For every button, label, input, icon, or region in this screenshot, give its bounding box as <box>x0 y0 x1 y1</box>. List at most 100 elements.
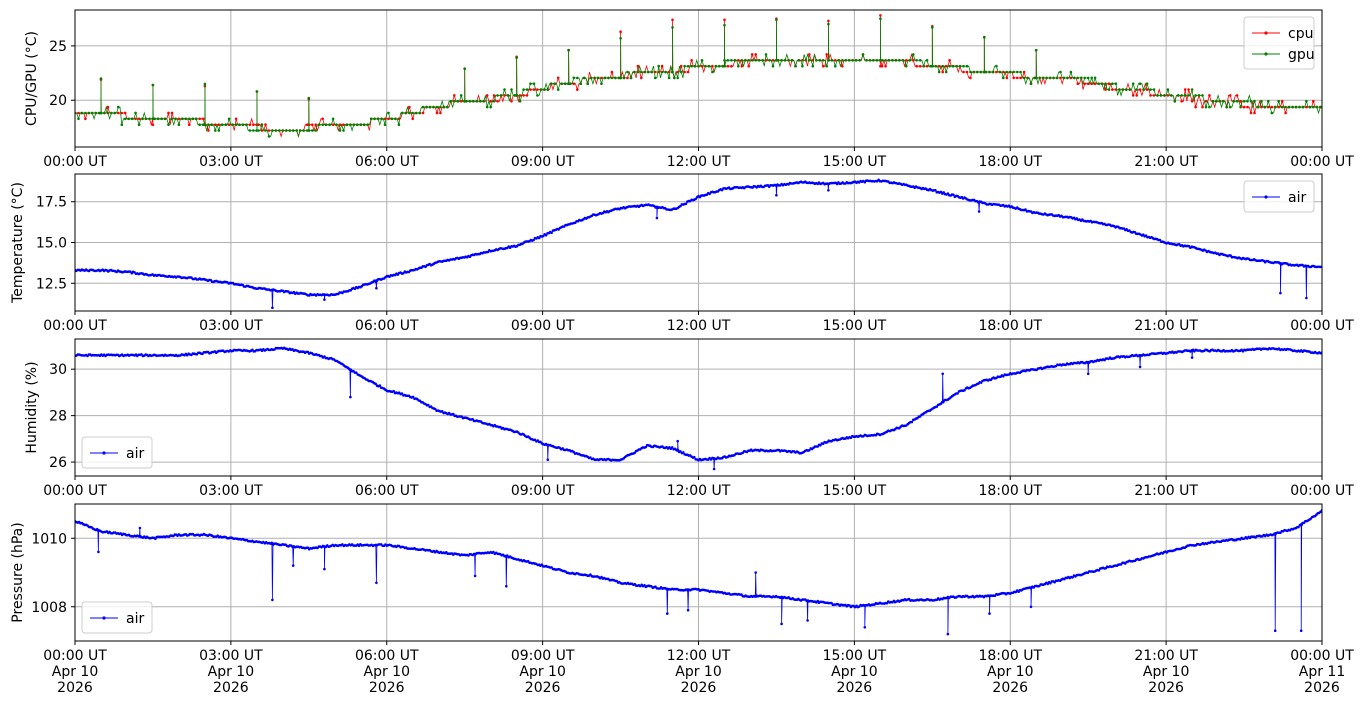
data-point-gpu <box>217 129 221 132</box>
legend-label-cpu: cpu <box>1288 26 1313 42</box>
data-point-gpu <box>818 59 821 62</box>
legend-marker-air <box>1264 195 1268 199</box>
x-tick-label: 12:00 UT <box>667 154 731 170</box>
data-point-air <box>1299 629 1303 632</box>
data-point-air <box>440 410 444 413</box>
data-point-gpu <box>1225 105 1228 109</box>
data-point-gpu <box>238 123 241 126</box>
data-point-air <box>780 622 783 626</box>
legend-marker-air <box>102 451 106 455</box>
data-point-gpu <box>560 82 563 85</box>
x-tick-label: 00:00 UT Apr 11 2026 <box>1290 648 1354 696</box>
panel-cpu-gpu: 00:00 UT 03:00 UT 06:00 UT 09:00 UT 12:00 UT… <box>24 9 1354 170</box>
data-point-cpu <box>944 64 948 68</box>
data-point-gpu <box>872 59 875 62</box>
data-point-gpu <box>1100 82 1104 85</box>
data-point-gpu <box>408 111 411 115</box>
data-point-cpu <box>737 59 740 62</box>
data-point-gpu <box>231 123 234 126</box>
data-point-gpu <box>87 111 91 115</box>
data-point-gpu <box>854 59 858 62</box>
data-point-cpu <box>1183 88 1187 91</box>
data-point-air <box>291 564 295 567</box>
data-point-cpu <box>170 111 174 115</box>
data-point-gpu <box>352 123 356 126</box>
data-point-cpu <box>267 129 271 132</box>
data-point-gpu <box>394 117 397 121</box>
x-tick-label: 12:00 UT <box>667 318 731 334</box>
data-point-cpu <box>201 117 205 121</box>
data-point-gpu <box>1187 94 1190 97</box>
data-point-cpu <box>750 53 754 56</box>
data-point-gpu <box>825 64 828 68</box>
data-point-gpu <box>1256 105 1260 109</box>
data-point-cpu <box>167 111 170 115</box>
data-point-air <box>411 395 415 399</box>
data-point-air <box>427 403 430 407</box>
data-point-gpu <box>314 129 318 132</box>
data-point-cpu <box>260 129 264 132</box>
data-point-cpu <box>120 111 124 115</box>
data-point-gpu <box>94 111 98 115</box>
legend: air <box>1243 180 1315 213</box>
data-point-cpu <box>1204 100 1208 103</box>
data-point-gpu <box>671 70 674 74</box>
data-point-cpu <box>905 59 908 62</box>
data-point-gpu <box>771 64 775 68</box>
data-point-gpu <box>1066 76 1069 80</box>
data-point-air <box>819 444 822 447</box>
data-point-gpu <box>311 129 314 132</box>
data-point-cpu <box>925 64 929 68</box>
data-point-air <box>684 202 688 206</box>
legend: cpu gpu <box>1243 16 1315 70</box>
data-point-cpu <box>214 123 217 126</box>
y-tick-label: 25 <box>49 39 67 55</box>
data-point-cpu <box>529 88 532 91</box>
x-tick-label: 09:00 UT <box>511 318 575 334</box>
data-point-cpu <box>610 70 614 74</box>
data-point-gpu <box>607 76 610 80</box>
data-point-cpu <box>453 94 456 97</box>
data-point-gpu <box>1284 105 1287 109</box>
data-point-gpu <box>1218 100 1222 103</box>
data-point-air <box>550 231 553 235</box>
data-point-gpu <box>546 88 550 91</box>
data-point-gpu <box>944 70 948 74</box>
data-point-gpu <box>941 64 944 68</box>
data-point-gpu <box>472 100 475 103</box>
data-point-cpu <box>1253 111 1256 115</box>
x-tick-label: 15:00 UT Apr 10 2026 <box>823 648 887 696</box>
data-point-cpu <box>1270 105 1274 109</box>
data-point-gpu <box>298 129 302 132</box>
data-point-cpu <box>1201 105 1204 109</box>
data-point-gpu <box>224 123 227 126</box>
data-point-gpu <box>496 94 499 97</box>
data-point-gpu <box>1107 88 1111 91</box>
data-point-gpu <box>830 59 834 62</box>
data-point-cpu <box>522 94 525 97</box>
data-point-cpu <box>626 76 629 80</box>
x-tick-label: 12:00 UT Apr 10 2026 <box>667 648 731 696</box>
data-point-air <box>355 371 358 375</box>
data-point-cpu <box>1111 88 1114 91</box>
data-point-cpu <box>503 94 506 97</box>
data-point-gpu <box>744 59 747 62</box>
data-point-air <box>863 626 867 629</box>
data-point-cpu <box>1086 82 1090 85</box>
data-point-gpu <box>281 129 285 132</box>
data-point-gpu <box>130 117 134 121</box>
data-point-gpu <box>356 123 359 126</box>
data-point-air <box>349 395 352 399</box>
data-point-gpu <box>307 129 311 132</box>
data-point-gpu <box>626 70 629 74</box>
data-point-cpu <box>510 100 513 103</box>
data-point-gpu <box>144 117 148 121</box>
data-point-cpu <box>1190 100 1194 103</box>
data-point-gpu <box>815 59 818 62</box>
data-point-air <box>1305 296 1308 300</box>
data-point-gpu <box>995 64 998 68</box>
data-point-gpu <box>972 70 976 74</box>
x-tick-label: 12:00 UT <box>667 483 731 499</box>
data-point-gpu <box>134 111 137 115</box>
data-point-gpu <box>976 70 979 74</box>
